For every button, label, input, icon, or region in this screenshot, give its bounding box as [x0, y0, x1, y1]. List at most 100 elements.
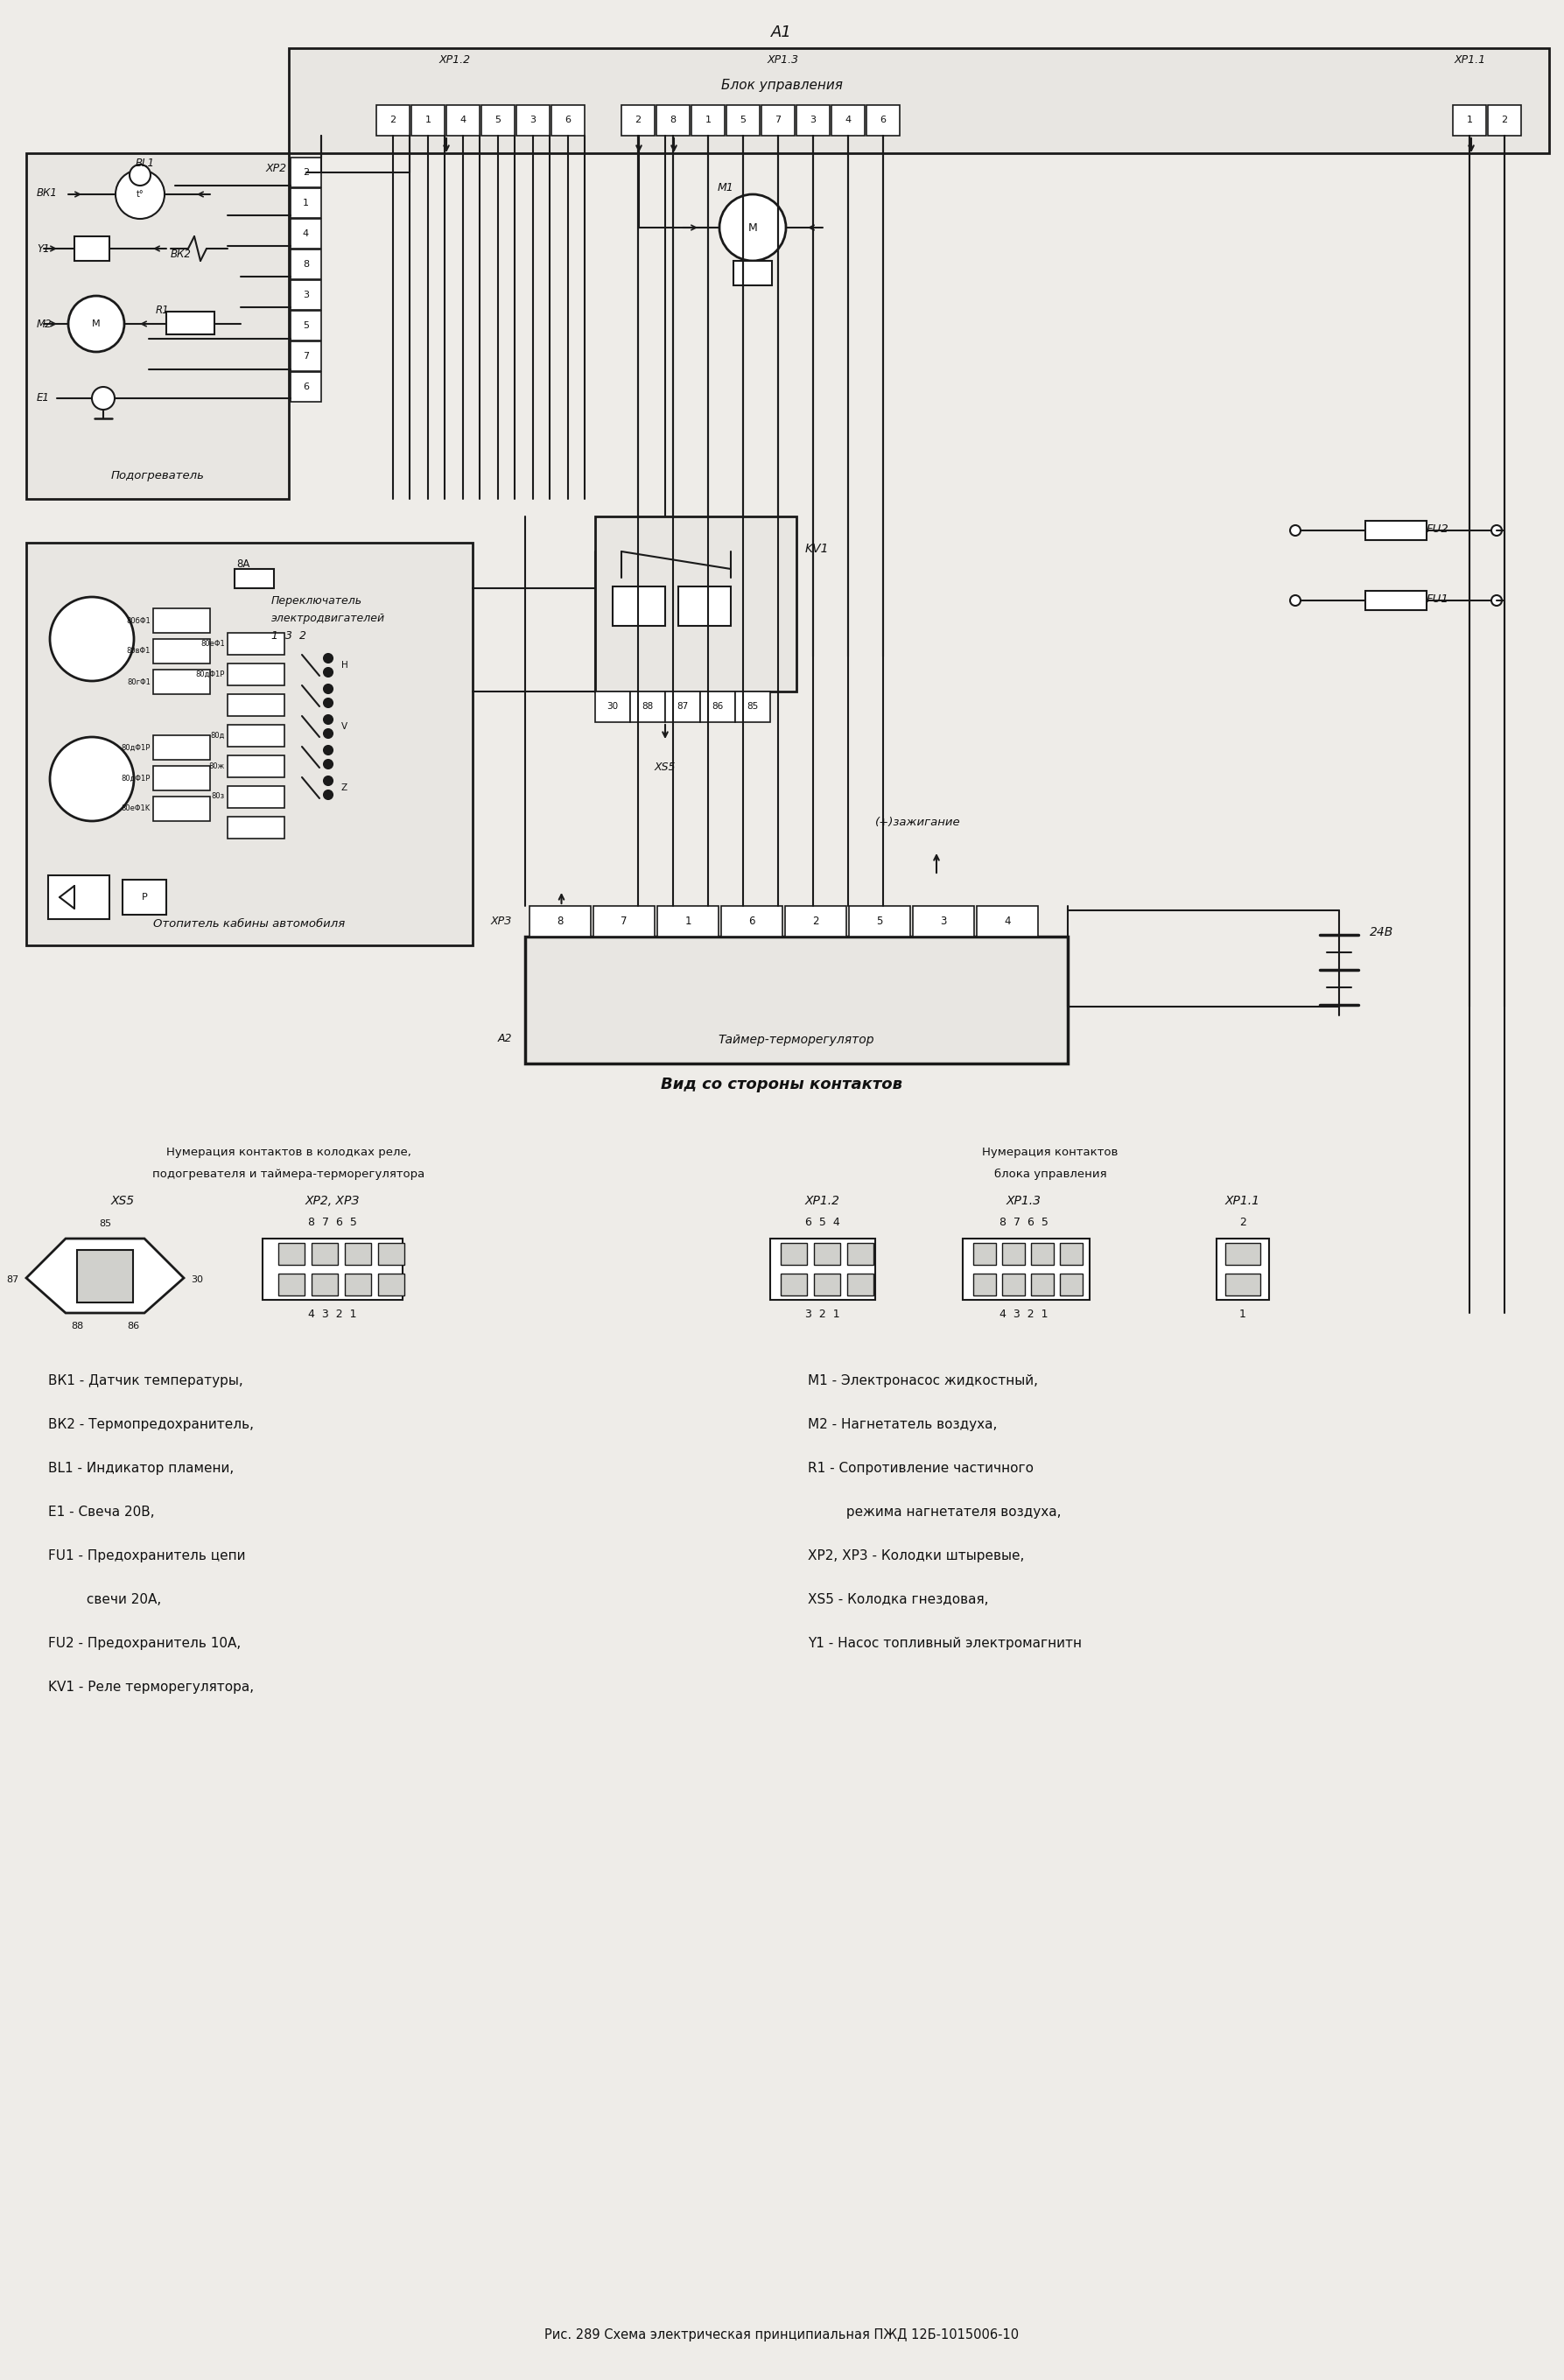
Text: Е1: Е1 [38, 393, 50, 405]
Text: Y1: Y1 [38, 243, 50, 255]
Text: 80дΦ1P: 80дΦ1P [122, 743, 150, 752]
Text: M1 - Электронасос жидкостный,: M1 - Электронасос жидкостный, [809, 1373, 1038, 1388]
Bar [344, 1273, 371, 1295]
Bar [377, 105, 410, 136]
Text: 3: 3 [530, 117, 536, 124]
Text: ХР2, ХРЗ: ХР2, ХРЗ [305, 1195, 360, 1207]
Text: 6  5  4: 6 5 4 [805, 1216, 840, 1228]
Bar [291, 371, 321, 402]
Bar [1031, 1242, 1054, 1264]
Circle shape [324, 728, 333, 738]
Bar [48, 876, 109, 919]
Text: 80вΦ1: 80вΦ1 [127, 647, 150, 655]
Text: M1: M1 [718, 183, 734, 193]
Bar [780, 1273, 807, 1295]
Bar [1003, 1273, 1024, 1295]
Text: ВК2: ВК2 [170, 248, 191, 259]
Text: 30: 30 [191, 1276, 203, 1285]
Text: 4: 4 [845, 117, 851, 124]
Text: 1  3  2: 1 3 2 [271, 631, 307, 643]
Text: 80еΦ1: 80еΦ1 [200, 640, 225, 647]
Circle shape [1290, 595, 1301, 607]
Bar [153, 766, 210, 790]
Text: M: M [748, 221, 757, 233]
Bar [227, 695, 285, 716]
Text: 8  7  6  5: 8 7 6 5 [308, 1216, 357, 1228]
Bar [848, 1242, 873, 1264]
Text: 80з: 80з [211, 793, 225, 800]
Bar [1217, 1238, 1268, 1299]
Bar [613, 585, 665, 626]
Text: 6: 6 [565, 117, 571, 124]
Text: 85: 85 [99, 1219, 111, 1228]
Text: 5: 5 [303, 321, 310, 331]
Bar [378, 1273, 405, 1295]
Text: 86: 86 [127, 1321, 139, 1330]
Text: FU1: FU1 [1426, 595, 1450, 605]
Bar [849, 907, 910, 938]
Bar [726, 105, 760, 136]
Circle shape [130, 164, 150, 186]
Bar [27, 543, 472, 945]
Text: 1: 1 [705, 117, 712, 124]
Bar [657, 105, 690, 136]
Text: E1 - Свеча 20В,: E1 - Свеча 20В, [48, 1507, 155, 1518]
Text: 87: 87 [677, 702, 688, 712]
Bar [153, 609, 210, 633]
Text: 24В: 24В [1370, 926, 1394, 938]
Text: 87: 87 [6, 1276, 19, 1285]
Text: 88: 88 [70, 1321, 83, 1330]
Text: R1 - Сопротивление частичного: R1 - Сопротивление частичного [809, 1461, 1034, 1476]
Text: ХР1.2: ХР1.2 [805, 1195, 840, 1207]
Bar [1365, 590, 1426, 609]
Text: 5: 5 [740, 117, 746, 124]
Text: 8: 8 [669, 117, 676, 124]
Text: Вид со стороны контактов: Вид со стороны контактов [660, 1076, 902, 1092]
Bar [1487, 105, 1522, 136]
Text: 80бΦ1: 80бΦ1 [127, 616, 150, 624]
Bar [1060, 1242, 1082, 1264]
Bar [963, 1238, 1090, 1299]
Bar [378, 1242, 405, 1264]
Circle shape [324, 776, 333, 785]
Text: 1: 1 [303, 198, 310, 207]
Bar [1453, 105, 1486, 136]
Text: ХР1.1: ХР1.1 [1455, 55, 1486, 67]
Bar [1225, 1273, 1261, 1295]
Bar [263, 1238, 402, 1299]
Text: Таймер-терморегулятор: Таймер-терморегулятор [718, 1033, 874, 1045]
Text: 86: 86 [712, 702, 724, 712]
Bar [227, 785, 285, 807]
Text: 2: 2 [812, 916, 820, 926]
Text: 4  3  2  1: 4 3 2 1 [999, 1309, 1048, 1321]
Bar [482, 105, 515, 136]
Circle shape [719, 195, 787, 262]
Bar [978, 907, 1038, 938]
Bar [657, 907, 718, 938]
Bar [1060, 1273, 1082, 1295]
Text: FU1 - Предохранитель цепи: FU1 - Предохранитель цепи [48, 1549, 246, 1561]
Bar [785, 907, 846, 938]
Text: 6: 6 [303, 383, 310, 390]
Text: 6: 6 [749, 916, 755, 926]
Bar [344, 1242, 371, 1264]
Text: M2 - Нагнетатель воздуха,: M2 - Нагнетатель воздуха, [809, 1418, 998, 1430]
Bar [596, 516, 796, 693]
Bar [227, 633, 285, 654]
Text: Нумерация контактов в колодках реле,: Нумерация контактов в колодках реле, [166, 1147, 411, 1159]
Text: Блок управления: Блок управления [721, 79, 843, 93]
Bar [153, 638, 210, 664]
Circle shape [324, 745, 333, 754]
Bar [735, 693, 769, 721]
Bar [1365, 521, 1426, 540]
Text: A1: A1 [771, 24, 791, 40]
Text: 3: 3 [810, 117, 816, 124]
Bar [311, 1242, 338, 1264]
Bar [291, 312, 321, 340]
Text: Отопитель кабины автомобиля: Отопитель кабины автомобиля [153, 919, 346, 931]
Bar [691, 105, 724, 136]
Text: KV1 - Реле терморегулятора,: KV1 - Реле терморегулятора, [48, 1680, 253, 1695]
Bar [1225, 1242, 1261, 1264]
Bar [866, 105, 899, 136]
Bar [227, 816, 285, 838]
